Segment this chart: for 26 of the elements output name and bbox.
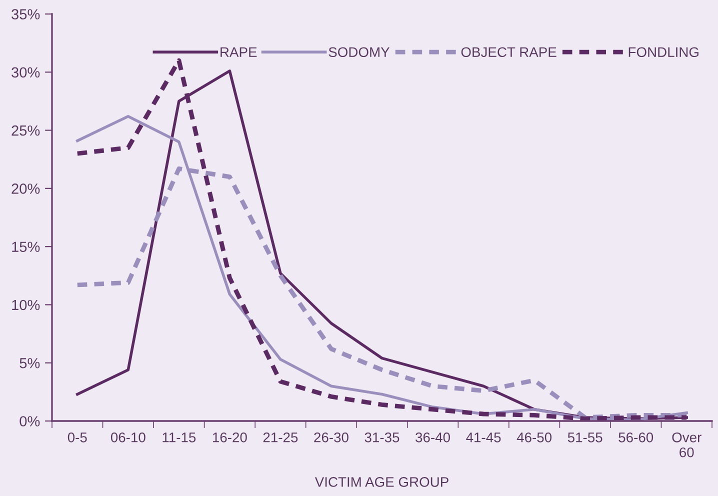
legend-label: SODOMY [328, 47, 390, 58]
x-tick-label: 0-5 [68, 432, 87, 442]
x-tick-label: Over 60 [672, 432, 702, 458]
y-tick-label: 15% [12, 242, 40, 252]
x-tick-label: 51-55 [568, 432, 602, 442]
y-tick-label: 5% [20, 358, 40, 368]
x-tick-label: 06-10 [110, 432, 146, 442]
x-tick-label: 26-30 [314, 432, 348, 442]
y-tick-label: 35% [12, 9, 40, 20]
x-tick-label: 46-50 [516, 432, 552, 442]
x-tick-label: 16-20 [212, 432, 247, 442]
legend-label: FONDLING [628, 47, 698, 58]
legend-label: RAPE [220, 47, 257, 57]
x-tick-label: 11-15 [162, 432, 196, 442]
x-tick-label: 21-25 [263, 432, 298, 442]
x-tick-label: 36-40 [416, 432, 450, 442]
x-tick-label: 41-45 [466, 432, 501, 442]
y-tick-label: 25% [12, 125, 40, 136]
x-axis-title: VICTIM AGE GROUP [314, 477, 448, 487]
legend-label: OBJECT RAPE [461, 47, 556, 58]
x-tick-label: 56-60 [618, 432, 654, 442]
y-tick-label: 10% [12, 300, 40, 310]
y-tick-label: 20% [12, 184, 40, 194]
y-tick-label: 30% [12, 67, 40, 78]
y-tick-label: 0% [20, 416, 40, 426]
x-tick-label: 31-35 [364, 432, 400, 442]
